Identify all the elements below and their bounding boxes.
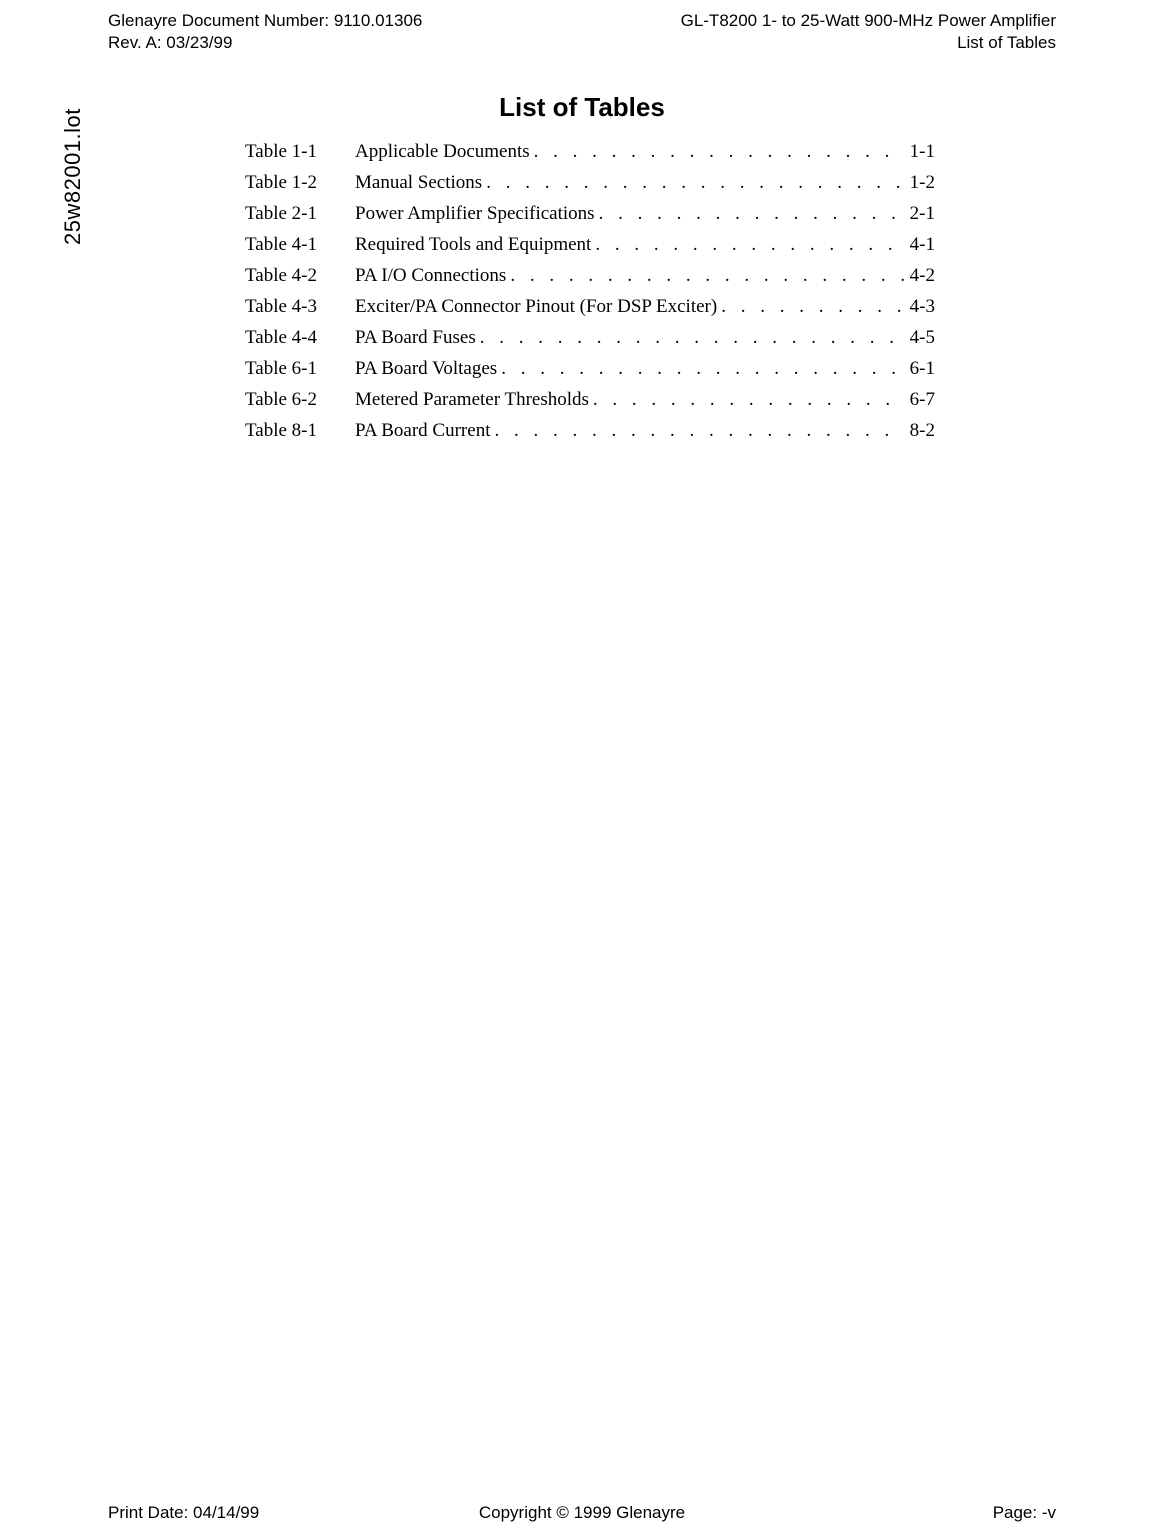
toc-label: Table 2-1 bbox=[245, 204, 355, 223]
toc-leader-dots bbox=[530, 142, 904, 161]
toc-entry: Table 4-2 PA I/O Connections 4-2 bbox=[245, 266, 935, 285]
toc-label: Table 4-4 bbox=[245, 328, 355, 347]
toc-entry: Table 1-1 Applicable Documents 1-1 bbox=[245, 142, 935, 161]
toc-label: Table 6-2 bbox=[245, 390, 355, 409]
toc-label: Table 8-1 bbox=[245, 421, 355, 440]
toc-leader-dots bbox=[497, 359, 903, 378]
toc-label: Table 4-3 bbox=[245, 297, 355, 316]
toc-page: 4-3 bbox=[904, 297, 935, 316]
document-page: Glenayre Document Number: 9110.01306 Rev… bbox=[0, 0, 1164, 1537]
list-of-tables: Table 1-1 Applicable Documents 1-1 Table… bbox=[245, 142, 935, 452]
toc-entry: Table 8-1 PA Board Current 8-2 bbox=[245, 421, 935, 440]
toc-leader-dots bbox=[595, 204, 904, 223]
toc-entry: Table 2-1 Power Amplifier Specifications… bbox=[245, 204, 935, 223]
footer-print-date: Print Date: 04/14/99 bbox=[108, 1503, 259, 1523]
toc-title: PA Board Fuses bbox=[355, 328, 476, 347]
toc-label: Table 4-1 bbox=[245, 235, 355, 254]
toc-label: Table 1-1 bbox=[245, 142, 355, 161]
toc-title: PA Board Voltages bbox=[355, 359, 497, 378]
toc-entry: Table 6-1 PA Board Voltages 6-1 bbox=[245, 359, 935, 378]
toc-leader-dots bbox=[482, 173, 903, 192]
toc-title: PA I/O Connections bbox=[355, 266, 506, 285]
side-filename-label: 25w82001.lot bbox=[60, 108, 86, 245]
toc-page: 1-2 bbox=[904, 173, 935, 192]
toc-page: 6-7 bbox=[904, 390, 935, 409]
doc-title: GL-T8200 1- to 25-Watt 900-MHz Power Amp… bbox=[681, 10, 1056, 32]
doc-section: List of Tables bbox=[681, 32, 1056, 54]
toc-title: Exciter/PA Connector Pinout (For DSP Exc… bbox=[355, 297, 717, 316]
toc-title: PA Board Current bbox=[355, 421, 490, 440]
toc-page: 1-1 bbox=[904, 142, 935, 161]
toc-page: 8-2 bbox=[904, 421, 935, 440]
toc-page: 4-1 bbox=[904, 235, 935, 254]
header-left: Glenayre Document Number: 9110.01306 Rev… bbox=[108, 10, 422, 54]
toc-page: 6-1 bbox=[904, 359, 935, 378]
toc-entry: Table 4-3 Exciter/PA Connector Pinout (F… bbox=[245, 297, 935, 316]
toc-page: 4-2 bbox=[904, 266, 935, 285]
toc-label: Table 6-1 bbox=[245, 359, 355, 378]
header-right: GL-T8200 1- to 25-Watt 900-MHz Power Amp… bbox=[681, 10, 1056, 54]
toc-leader-dots bbox=[589, 390, 904, 409]
toc-leader-dots bbox=[506, 266, 903, 285]
toc-entry: Table 4-1 Required Tools and Equipment 4… bbox=[245, 235, 935, 254]
toc-leader-dots bbox=[490, 421, 903, 440]
toc-page: 2-1 bbox=[904, 204, 935, 223]
page-header: Glenayre Document Number: 9110.01306 Rev… bbox=[108, 10, 1056, 54]
toc-leader-dots bbox=[591, 235, 903, 254]
doc-number: Glenayre Document Number: 9110.01306 bbox=[108, 10, 422, 32]
toc-label: Table 1-2 bbox=[245, 173, 355, 192]
toc-title: Power Amplifier Specifications bbox=[355, 204, 595, 223]
page-footer: Copyright © 1999 Glenayre Print Date: 04… bbox=[108, 1503, 1056, 1523]
toc-label: Table 4-2 bbox=[245, 266, 355, 285]
doc-rev: Rev. A: 03/23/99 bbox=[108, 32, 422, 54]
toc-leader-dots bbox=[476, 328, 904, 347]
footer-page-number: Page: -v bbox=[993, 1503, 1056, 1523]
toc-entry: Table 4-4 PA Board Fuses 4-5 bbox=[245, 328, 935, 347]
toc-title: Applicable Documents bbox=[355, 142, 530, 161]
toc-title: Manual Sections bbox=[355, 173, 482, 192]
toc-entry: Table 6-2 Metered Parameter Thresholds 6… bbox=[245, 390, 935, 409]
toc-page: 4-5 bbox=[904, 328, 935, 347]
toc-title: Required Tools and Equipment bbox=[355, 235, 591, 254]
toc-title: Metered Parameter Thresholds bbox=[355, 390, 589, 409]
toc-leader-dots bbox=[717, 297, 903, 316]
page-title: List of Tables bbox=[0, 92, 1164, 123]
toc-entry: Table 1-2 Manual Sections 1-2 bbox=[245, 173, 935, 192]
